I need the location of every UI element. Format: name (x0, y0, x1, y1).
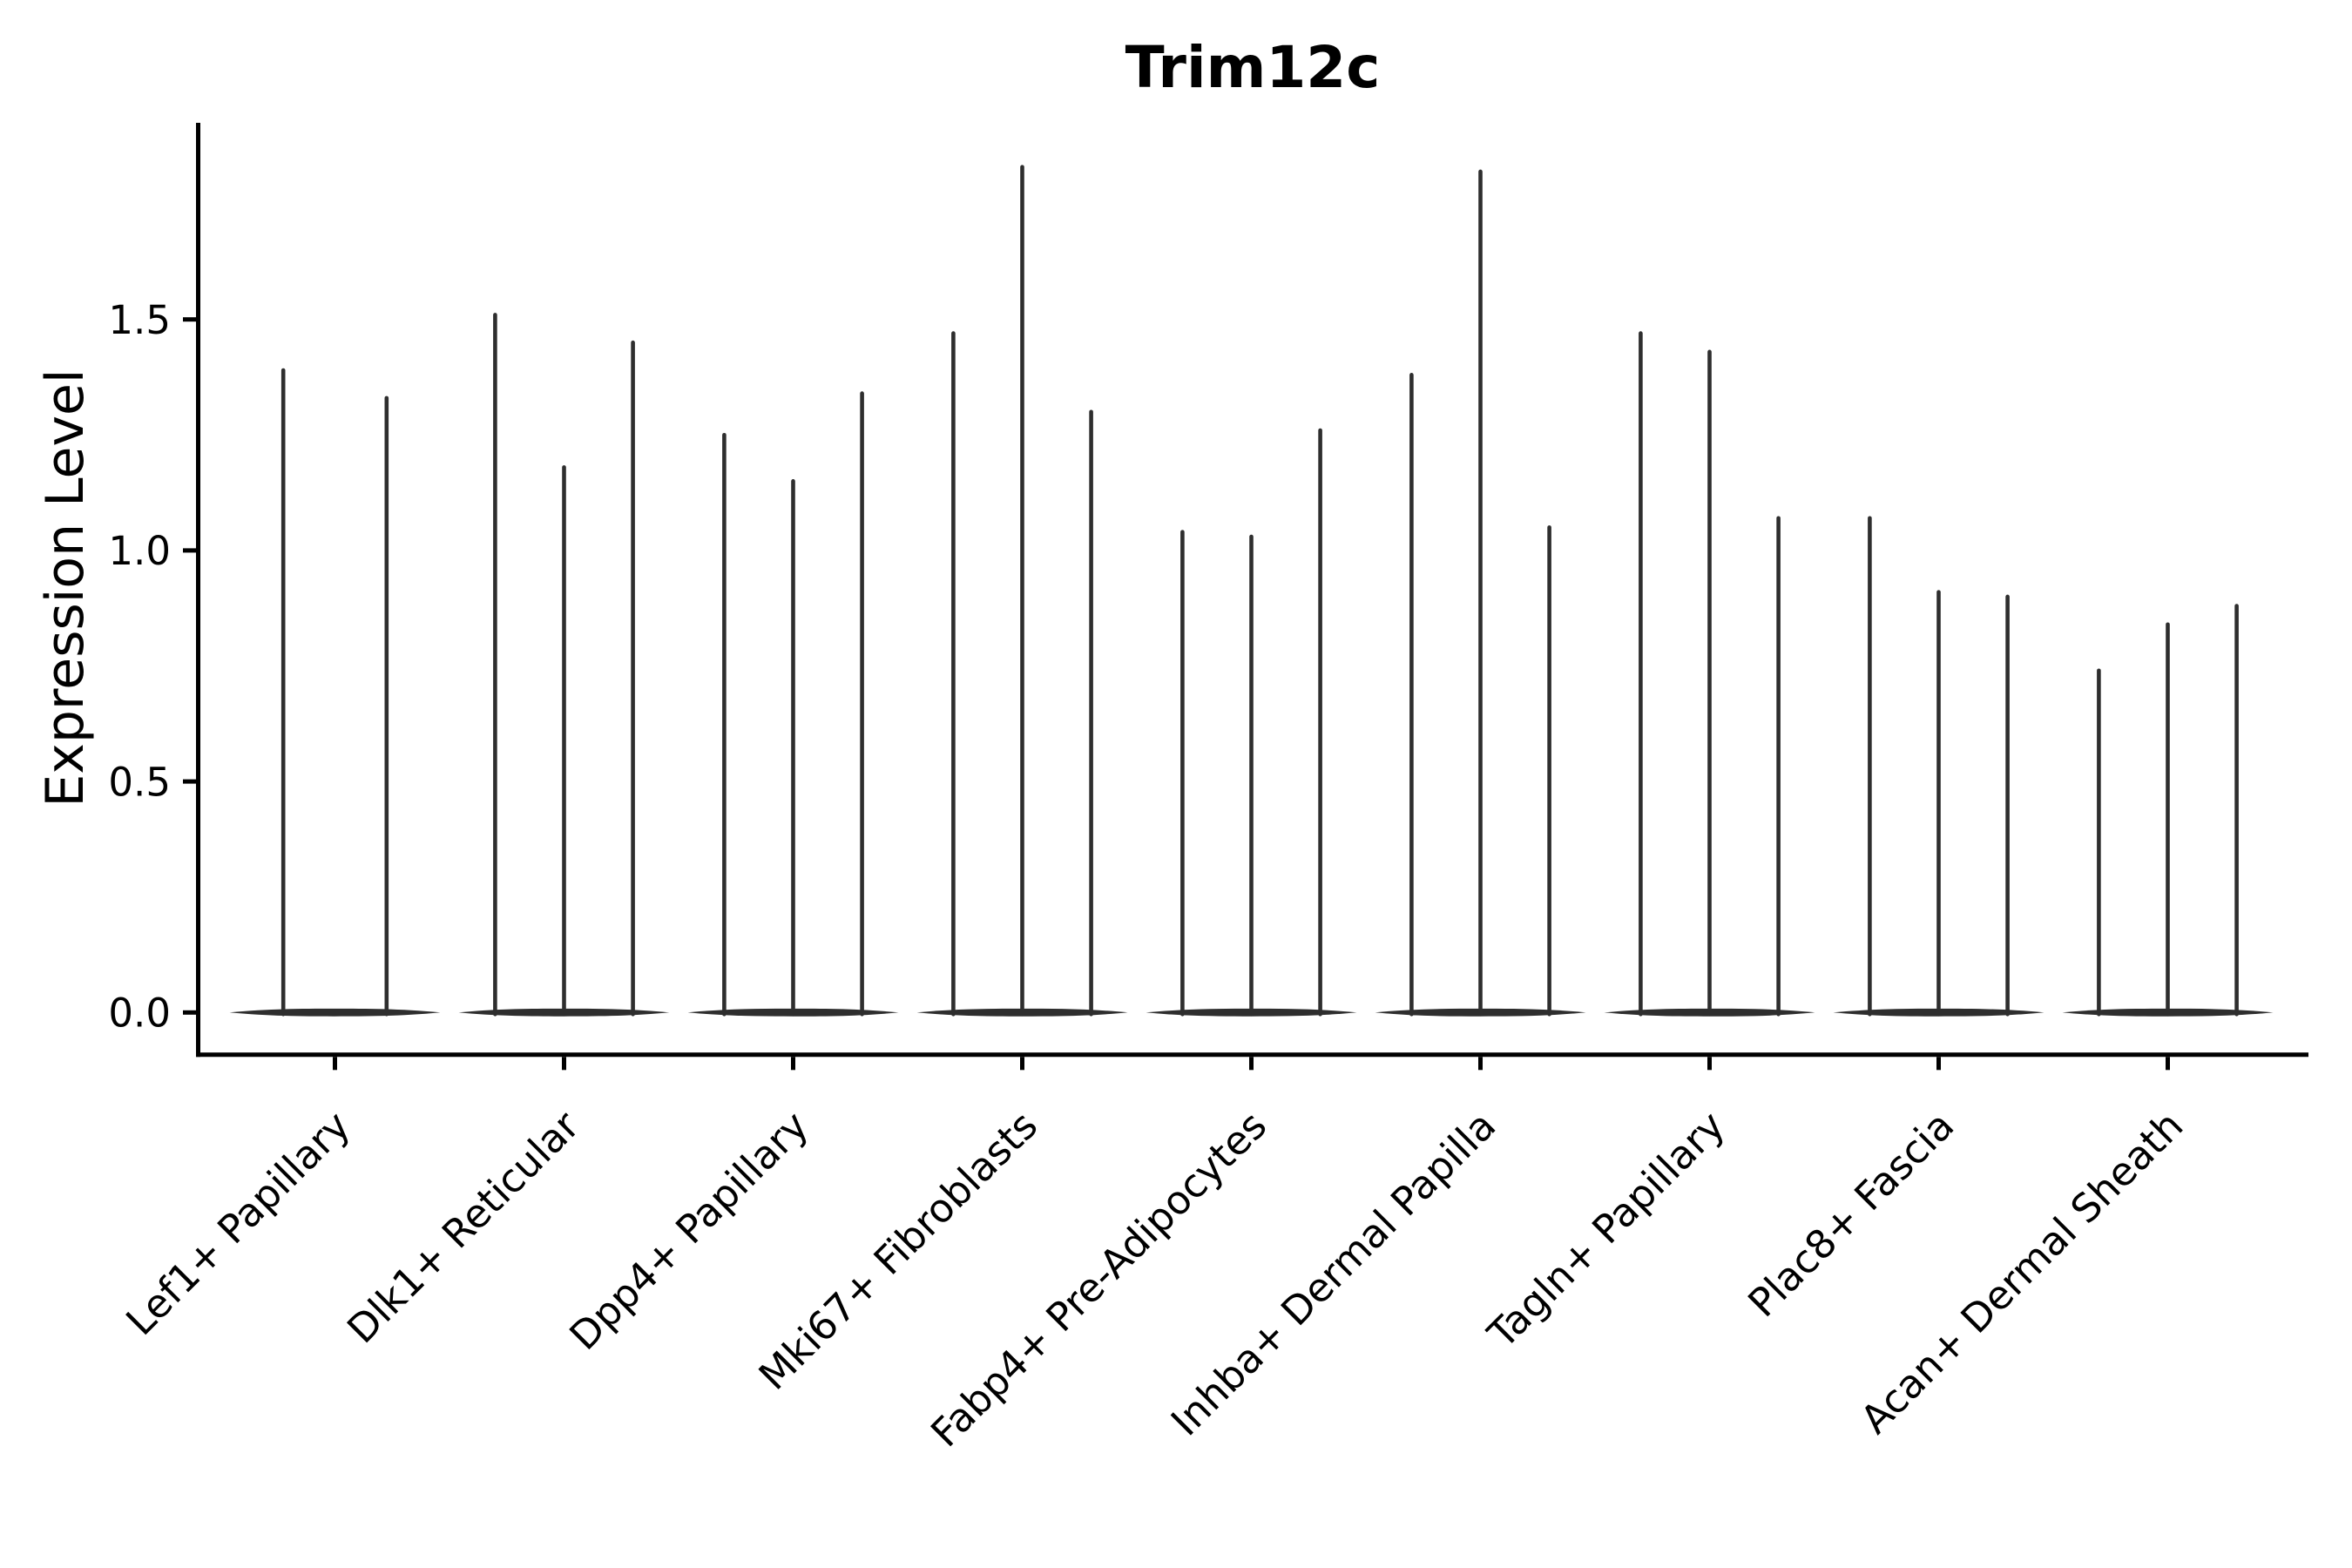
y-tick-label: 1.5 (108, 297, 171, 343)
y-tick-label: 0.0 (108, 990, 171, 1037)
x-tick-label: Plac8+ Fascia (1739, 1102, 1963, 1326)
x-tick-label: Tagln+ Papillary (1478, 1102, 1734, 1357)
x-tick-label: Dpp4+ Papillary (560, 1102, 817, 1359)
y-axis-title: Expression Level (35, 368, 96, 807)
violin-base (229, 1008, 441, 1017)
chart-title: Trim12c (1125, 34, 1381, 101)
x-tick-label: Dlk1+ Reticular (338, 1102, 588, 1352)
y-tick-label: 1.0 (108, 528, 171, 574)
y-tick-label: 0.5 (108, 759, 171, 805)
x-tick-label: Lef1+ Papillary (117, 1102, 359, 1344)
